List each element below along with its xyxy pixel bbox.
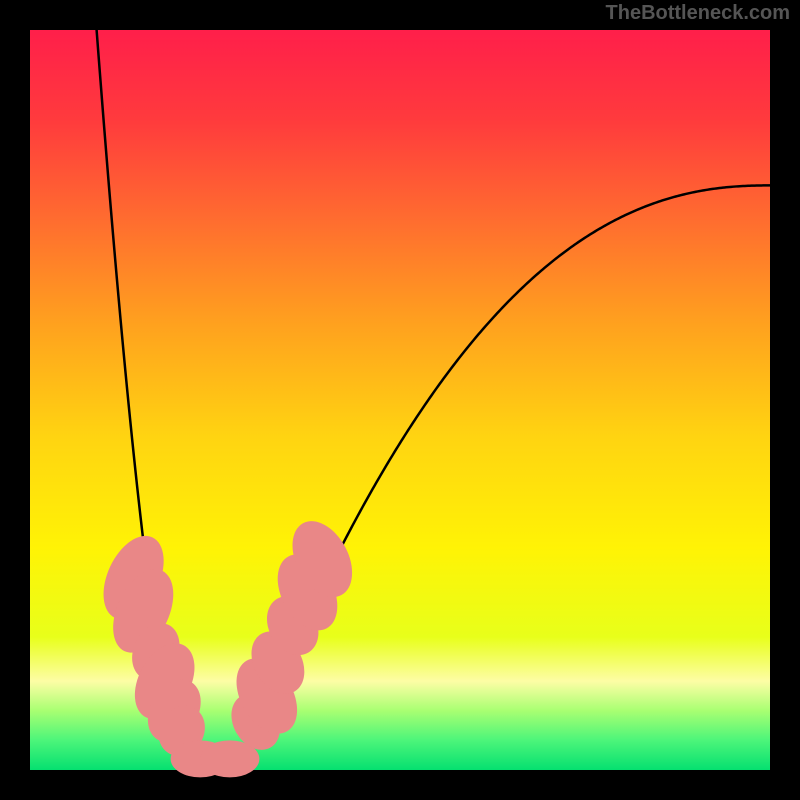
chart-svg xyxy=(0,0,800,800)
watermark-text: TheBottleneck.com xyxy=(606,2,790,25)
chart-container: TheBottleneck.com xyxy=(0,0,800,800)
